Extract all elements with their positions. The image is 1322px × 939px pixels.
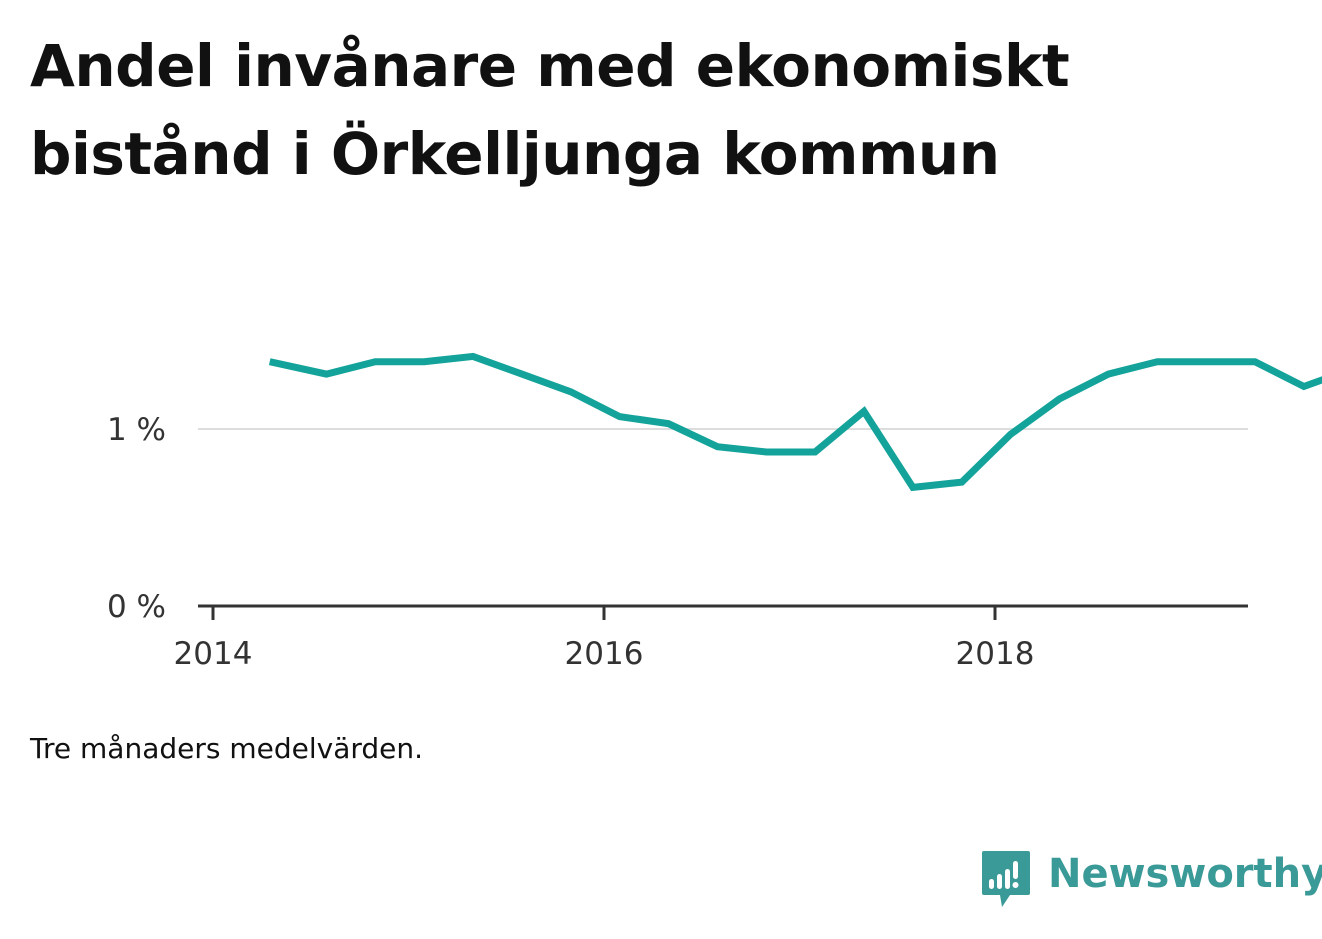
x-tick-label: 2016 bbox=[565, 636, 644, 672]
x-axis bbox=[198, 604, 1248, 620]
logo-text: Newsworthy bbox=[1048, 851, 1322, 897]
chart-caption: Tre månaders medelvärden. bbox=[30, 732, 424, 765]
x-tick-label: 2018 bbox=[956, 636, 1035, 672]
y-tick-label: 0 % bbox=[107, 589, 166, 625]
newsworthy-chart-bubble-icon bbox=[982, 851, 1030, 907]
plot-series bbox=[268, 352, 1322, 492]
x-tick-labels: 201420162018202020222024 bbox=[174, 636, 1035, 672]
newsworthy-logo: Newsworthy bbox=[980, 848, 1322, 912]
series-line bbox=[268, 352, 1322, 492]
chart-title: Andel invånare med ekonomiskt bistånd i … bbox=[30, 32, 1070, 188]
y-tick-labels: 0 % 1 % bbox=[107, 412, 166, 625]
y-tick-label: 1 % bbox=[107, 412, 166, 448]
x-tick-label: 2014 bbox=[174, 636, 253, 672]
